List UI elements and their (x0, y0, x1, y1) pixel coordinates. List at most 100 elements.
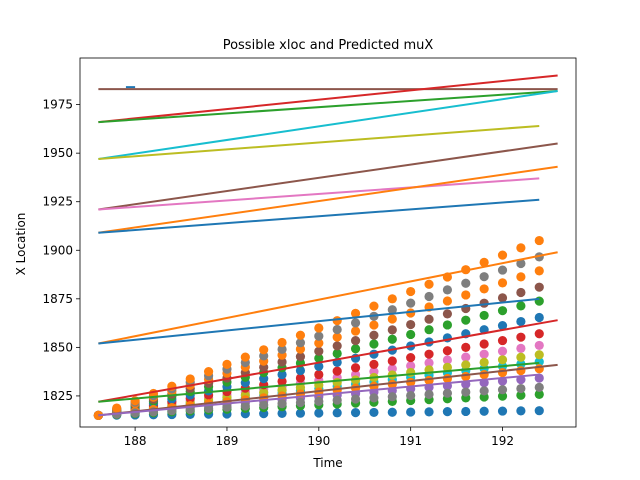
scatter-point-s9-11 (295, 352, 306, 362)
scatter-point-s0-17 (406, 407, 416, 417)
scatter-point-s6-16 (387, 356, 397, 366)
scatter-point-s14-14 (350, 308, 361, 318)
y-tick-label-4: 1925 (42, 195, 73, 209)
series-line-11 (98, 297, 540, 345)
scatter-point-s8-18 (424, 325, 434, 335)
scatter-point-s0-14 (350, 408, 361, 418)
scatter-point-s6-23 (516, 332, 526, 342)
scatter-point-s12-24 (534, 266, 544, 276)
y-tick-label-5: 1950 (42, 146, 73, 160)
scatter-point-s7-24 (534, 312, 544, 323)
scatter-point-s0-18 (424, 407, 434, 417)
scatter-point-s10-22 (497, 368, 508, 378)
x-tick-label-1: 189 (216, 434, 239, 448)
scatter-point-s8-17 (406, 329, 416, 340)
scatter-point-s9-17 (406, 319, 416, 330)
scatter-point-s9-16 (387, 325, 397, 335)
scatter-point-s11-12 (314, 396, 324, 406)
scatter-point-s9-10 (277, 357, 287, 367)
scatter-point-s8-16 (387, 334, 397, 344)
scatter-point-s8-22 (497, 306, 508, 316)
scatter-point-s12-20 (461, 290, 471, 300)
scatter-point-s0-23 (516, 406, 526, 416)
scatter-point-s7-12 (314, 361, 324, 372)
scatter-point-s0-19 (442, 407, 453, 417)
scatter-point-s6-17 (406, 352, 416, 363)
scatter-point-s14-7 (222, 359, 232, 369)
scatter-point-s0-11 (295, 408, 306, 418)
scatter-point-s7-22 (497, 321, 508, 331)
scatter-point-s13-14 (350, 318, 361, 328)
scatter-point-s0-10 (277, 408, 287, 419)
scatter-point-s11-7 (222, 402, 232, 412)
series-line-4 (98, 90, 558, 160)
scatter-point-s5-17 (406, 367, 416, 378)
scatter-point-s12-14 (350, 326, 361, 336)
scatter-point-s8-13 (332, 348, 342, 359)
scatter-point-s8-12 (314, 353, 324, 363)
scatter-point-s0-15 (369, 407, 379, 418)
series-line-9 (98, 198, 540, 234)
scatter-point-s8-15 (369, 339, 379, 349)
scatter-point-s1-22 (497, 391, 508, 401)
series-line-10 (98, 251, 558, 345)
scatter-point-s6-13 (332, 366, 342, 376)
series-line-8 (98, 165, 558, 234)
scatter-point-s0-16 (387, 407, 397, 417)
scatter-point-s4-23 (516, 343, 526, 353)
x-axis-ticks: 188 189 190 191 192 (124, 427, 514, 448)
plot-area (93, 74, 558, 420)
scatter-point-s12-13 (332, 332, 342, 342)
scatter-point-s8-20 (461, 315, 471, 325)
y-tick-label-6: 1975 (42, 98, 73, 112)
scatter-point-s9-24 (534, 282, 544, 292)
scatter-point-s11-13 (332, 395, 342, 405)
scatter-point-s11-19 (442, 388, 453, 398)
scatter-point-s0-12 (314, 408, 324, 418)
series-line-15 (98, 373, 540, 417)
scatter-point-s8-14 (350, 344, 361, 354)
scatter-point-s9-23 (516, 287, 526, 298)
series-line-5 (98, 124, 540, 160)
scatter-point-s14-8 (240, 352, 250, 362)
scatter-point-s14-16 (387, 294, 397, 304)
scatter-point-s13-20 (461, 278, 471, 288)
scatter-point-s11-14 (350, 394, 361, 404)
scatter-point-s11-15 (369, 393, 379, 403)
scatter-point-s12-12 (314, 338, 324, 348)
scatter-point-s8-21 (479, 310, 489, 321)
scatter-point-s6-14 (350, 363, 361, 373)
scatter-point-s5-21 (479, 357, 489, 367)
series-line-7 (98, 177, 540, 211)
scatter-point-s4-18 (424, 358, 434, 368)
scatter-point-s0-21 (479, 406, 489, 416)
scatter-point-s11-10 (277, 399, 287, 409)
scatter-point-s9-14 (350, 335, 361, 346)
scatter-point-s6-22 (497, 335, 508, 346)
x-axis-label: Time (312, 456, 342, 470)
scatter-point-s14-18 (424, 279, 434, 289)
scatter-point-s13-11 (295, 338, 306, 348)
scatter-point-s5-24 (534, 350, 544, 360)
scatter-point-s6-20 (461, 342, 471, 352)
scatter-point-s13-10 (277, 344, 287, 354)
scatter-point-s5-23 (516, 352, 526, 362)
scatter-point-s4-21 (479, 349, 489, 359)
axes-frame (79, 57, 577, 428)
scatter-point-s7-10 (277, 369, 287, 380)
scatter-point-s10-21 (479, 369, 489, 380)
scatter-point-s14-5 (185, 374, 195, 384)
scatter-point-s8-19 (442, 320, 453, 330)
x-tick-label-3: 191 (399, 434, 422, 448)
scatter-point-s11-8 (240, 401, 250, 411)
scatter-point-s0-13 (332, 408, 342, 418)
scatter-point-s12-19 (442, 296, 453, 306)
scatter-point-s10-23 (516, 366, 526, 376)
series-line-3 (98, 90, 558, 124)
scatter-point-s12-11 (295, 344, 306, 354)
scatter-point-s11-23 (516, 383, 526, 394)
scatter-point-s14-10 (277, 337, 287, 348)
scatter-point-s9-18 (424, 314, 434, 324)
scatter-point-s11-22 (497, 385, 508, 395)
